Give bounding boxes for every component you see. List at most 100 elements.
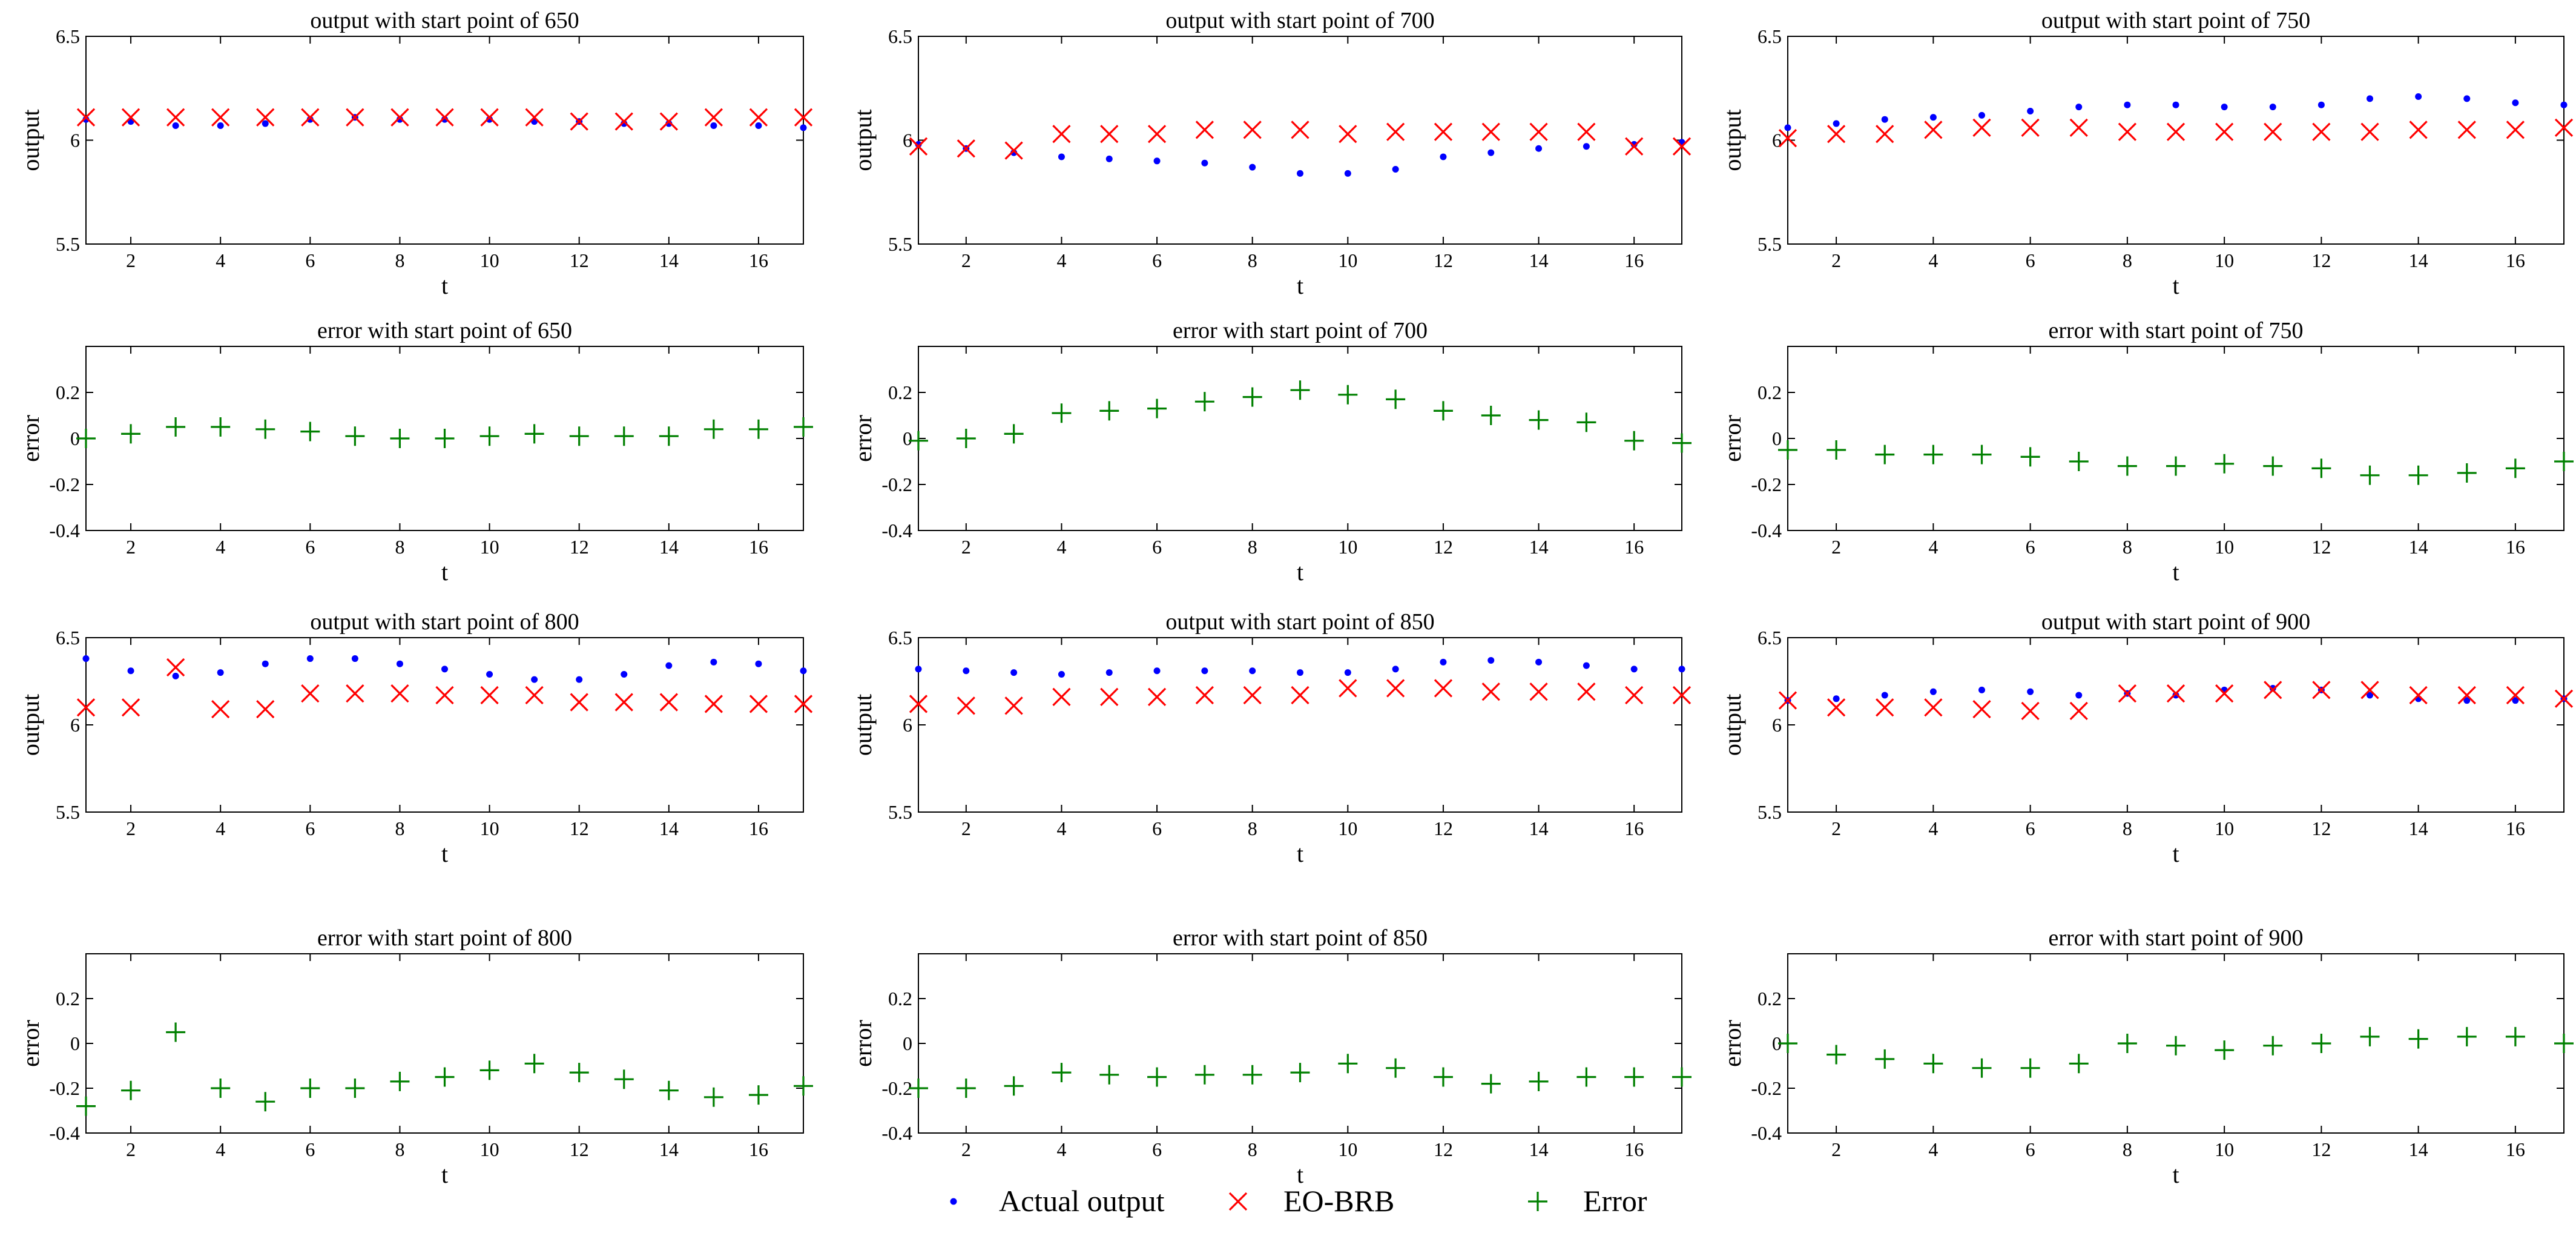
data-point bbox=[1923, 444, 1943, 464]
data-point bbox=[2311, 458, 2331, 478]
x-tick-label: 2 bbox=[1831, 249, 1841, 271]
x-tick-label: 4 bbox=[1928, 249, 1938, 271]
subplot-output-with-start-point-of-900: output with start point of 900 2 4 6 8 10 12 14… bbox=[1719, 609, 2574, 867]
data-point bbox=[576, 676, 583, 683]
axes-frame bbox=[918, 953, 1682, 1134]
axes-frame bbox=[85, 36, 804, 245]
data-point bbox=[1672, 686, 1692, 705]
data-point bbox=[957, 139, 975, 158]
legend-item-eo-brb: EO-BRB bbox=[1228, 1184, 1394, 1218]
data-point bbox=[2415, 93, 2422, 100]
data-point bbox=[659, 426, 679, 446]
data-point bbox=[755, 660, 762, 667]
data-point bbox=[2269, 685, 2276, 692]
data-point bbox=[2215, 684, 2234, 703]
data-point bbox=[1434, 122, 1453, 141]
data-point bbox=[2554, 689, 2574, 708]
data-point bbox=[956, 429, 976, 448]
data-point bbox=[121, 698, 140, 717]
data-point bbox=[2317, 101, 2325, 108]
data-point bbox=[1434, 679, 1453, 698]
data-point bbox=[1978, 686, 1985, 693]
y-tick-label: 0.2 bbox=[1757, 382, 1782, 403]
data-point bbox=[2075, 104, 2083, 111]
data-point bbox=[435, 429, 455, 448]
data-point bbox=[1052, 125, 1071, 144]
x-tick-label: 14 bbox=[1529, 536, 1549, 558]
subplot-title: error with start point of 700 bbox=[1173, 318, 1428, 343]
data-point bbox=[1487, 149, 1495, 156]
data-point bbox=[703, 419, 723, 439]
data-point bbox=[2463, 95, 2471, 102]
x-tick-label: 16 bbox=[1624, 1138, 1644, 1160]
data-point bbox=[614, 426, 634, 446]
data-point bbox=[256, 699, 275, 719]
x-tick-label: 14 bbox=[2409, 1138, 2428, 1160]
data-point bbox=[2463, 697, 2471, 704]
data-point bbox=[1827, 1045, 1846, 1065]
data-point bbox=[1195, 121, 1214, 139]
data-point bbox=[1153, 157, 1161, 165]
data-point bbox=[480, 686, 499, 705]
x-tick-label: 14 bbox=[2409, 818, 2428, 839]
x-tick-label: 12 bbox=[570, 249, 589, 271]
y-tick-label: 0 bbox=[903, 1032, 912, 1054]
x-tick-label: 8 bbox=[395, 249, 404, 271]
data-point bbox=[1392, 666, 1399, 673]
data-point bbox=[957, 696, 975, 715]
x-tick-label: 12 bbox=[2311, 536, 2331, 558]
data-point bbox=[1339, 679, 1357, 698]
data-point bbox=[390, 1071, 410, 1091]
x-tick-label: 12 bbox=[1434, 536, 1453, 558]
y-tick-label: -0.2 bbox=[49, 1077, 80, 1099]
data-point bbox=[166, 417, 186, 437]
x-tick-label: 2 bbox=[1831, 1138, 1841, 1160]
x-axis-label: t bbox=[1297, 1161, 1303, 1188]
data-point bbox=[76, 698, 96, 717]
data-point bbox=[1529, 122, 1548, 141]
data-point bbox=[2020, 1058, 2040, 1078]
subplot-error-with-start-point-of-800: error with start point of 800 2 4 6 8 10 12 14 1… bbox=[17, 925, 813, 1188]
x-tick-label: 4 bbox=[1928, 818, 1938, 839]
x-tick-label: 16 bbox=[749, 536, 768, 558]
data-point bbox=[2505, 1026, 2525, 1046]
data-point bbox=[2360, 122, 2379, 141]
x-tick-label: 10 bbox=[480, 1138, 499, 1160]
x-tick-label: 14 bbox=[659, 1138, 679, 1160]
data-point bbox=[166, 108, 185, 127]
series-error bbox=[909, 380, 1692, 453]
x-tick-label: 2 bbox=[961, 249, 971, 271]
data-point bbox=[2075, 692, 2083, 699]
data-point bbox=[2215, 122, 2234, 141]
data-point bbox=[1058, 153, 1065, 160]
legend-label: Actual output bbox=[999, 1184, 1165, 1218]
data-point bbox=[2118, 684, 2137, 703]
x-tick-label: 14 bbox=[659, 536, 679, 558]
x-tick-label: 2 bbox=[961, 536, 971, 558]
data-point bbox=[1153, 667, 1161, 675]
data-point bbox=[1876, 698, 1894, 717]
data-point bbox=[2367, 95, 2373, 102]
x-tick-label: 6 bbox=[1152, 1138, 1162, 1160]
series-error bbox=[76, 1022, 813, 1116]
data-point bbox=[659, 112, 678, 131]
data-point bbox=[2512, 697, 2519, 704]
data-point bbox=[127, 667, 134, 675]
data-point bbox=[1440, 658, 1447, 666]
y-axis-label: error bbox=[849, 1020, 877, 1067]
data-point bbox=[1672, 137, 1692, 156]
data-point bbox=[1201, 159, 1208, 167]
data-point bbox=[1535, 145, 1543, 152]
x-tick-label: 16 bbox=[1624, 818, 1644, 839]
x-tick-label: 2 bbox=[126, 1138, 136, 1160]
data-point bbox=[963, 667, 970, 675]
data-point bbox=[659, 693, 678, 712]
data-point bbox=[2069, 1054, 2089, 1074]
data-point bbox=[1875, 444, 1895, 464]
data-point bbox=[748, 1085, 768, 1105]
data-point bbox=[2021, 118, 2040, 137]
y-tick-label: -0.2 bbox=[1751, 1077, 1782, 1099]
data-point bbox=[704, 695, 723, 713]
x-axis-label: t bbox=[1297, 840, 1303, 867]
data-point bbox=[1249, 164, 1256, 171]
